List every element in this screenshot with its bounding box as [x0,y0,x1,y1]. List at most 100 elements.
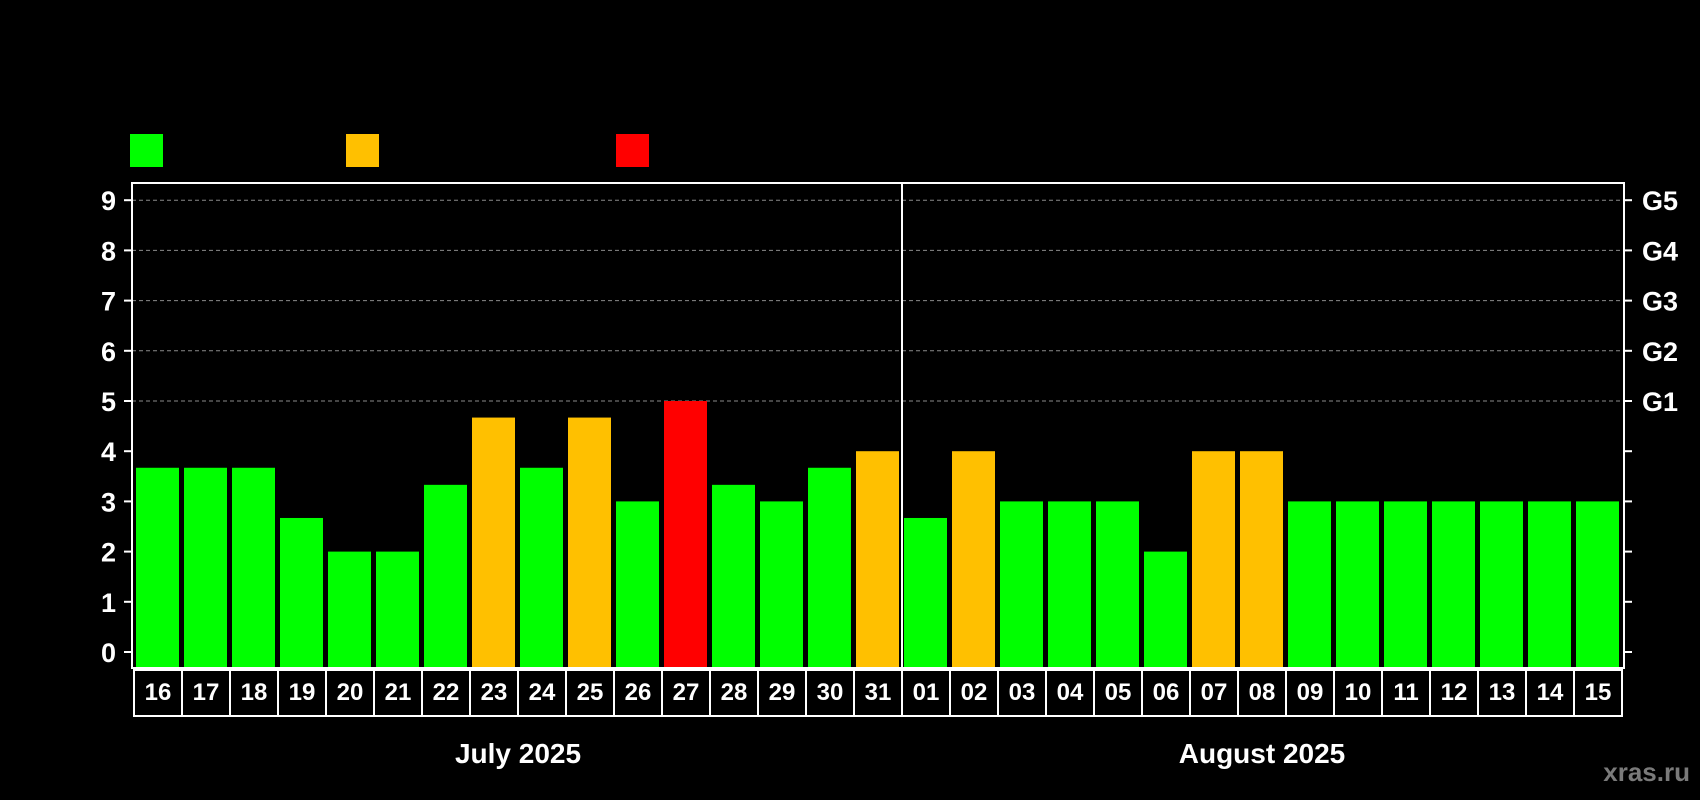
bar-23 [472,417,515,667]
storm-scale-g3: G3 — strong storm [1226,79,1452,107]
axes: 0 1 2 3 4 5 6 7 8 9 G1 G2 G3 G4 G5 [101,182,1678,669]
bar-15 [1576,501,1619,667]
bar-30 [808,467,851,667]
right-tick-label-G3: G3 [1642,287,1678,317]
bar-17 [184,467,227,667]
bar-24 [520,467,563,667]
date-label-25: 25 [577,679,604,706]
bar-09 [1288,501,1331,667]
right-tick-label-G5: G5 [1642,186,1678,216]
month-labels: July 2025 August 2025 [455,738,1345,769]
y-tick-label-3: 3 [101,487,116,517]
bars [136,401,1619,667]
date-label-03: 03 [1009,679,1036,706]
date-label-20: 20 [337,679,364,706]
bar-26 [616,501,659,667]
bar-28 [712,484,755,667]
bar-16 [136,467,179,667]
gridlines [132,199,1624,402]
y-tick-label-9: 9 [101,186,116,216]
date-label-01: 01 [913,679,940,706]
bar-13 [1480,501,1523,667]
bar-05 [1096,501,1139,667]
legend: — quiet — disturbed — geomagnetic storm [130,133,935,167]
legend-swatch-storm [616,134,649,167]
bar-04 [1048,501,1091,667]
date-label-13: 13 [1489,679,1516,706]
bar-27 [664,401,707,667]
bar-01 [904,517,947,667]
bar-22 [424,484,467,667]
date-label-15: 15 [1585,679,1612,706]
right-tick-label-G4: G4 [1642,236,1678,266]
date-label-27: 27 [673,679,700,706]
date-label-29: 29 [769,679,796,706]
watermark: xras.ru [1603,757,1690,787]
y-tick-label-2: 2 [101,538,116,568]
date-label-22: 22 [433,679,460,706]
date-label-12: 12 [1441,679,1468,706]
bar-21 [376,551,419,667]
date-label-30: 30 [817,679,844,706]
right-tick-label-G2: G2 [1642,337,1678,367]
bar-18 [232,467,275,667]
date-label-23: 23 [481,679,508,706]
date-label-26: 26 [625,679,652,706]
date-label-14: 14 [1537,679,1564,706]
date-label-09: 09 [1297,679,1324,706]
bar-12 [1432,501,1475,667]
y-tick-label-4: 4 [101,437,116,467]
date-label-07: 07 [1201,679,1228,706]
bar-19 [280,517,323,667]
date-label-31: 31 [865,679,892,706]
date-labels: 16 17 18 19 20 21 22 23 24 25 26 27 28 29 30 31 01 02 03 04… [133,669,1623,717]
bar-25 [568,417,611,667]
legend-swatch-disturbed [346,134,379,167]
date-label-02: 02 [961,679,988,706]
bar-29 [760,501,803,667]
right-tick-label-G1: G1 [1642,387,1678,417]
storm-scale-g4: G4 — severe storm [1226,111,1454,139]
legend-label-quiet: — quiet [176,133,272,163]
y-axis-label: Kp [45,413,80,443]
date-label-08: 08 [1249,679,1276,706]
legend-label-storm: — geomagnetic storm [662,133,935,163]
bar-06 [1144,551,1187,667]
plot-frame [131,182,1625,669]
y-tick-label-8: 8 [101,236,116,266]
y-tick-label-5: 5 [101,387,116,417]
date-label-05: 05 [1105,679,1132,706]
storm-scale-g1: G1 — minor storm [1226,15,1444,43]
bar-11 [1384,501,1427,667]
date-label-21: 21 [385,679,412,706]
bar-07 [1192,451,1235,667]
storm-scale-g5: G5 — extreme storm [1226,143,1471,171]
date-label-16: 16 [145,679,172,706]
date-label-19: 19 [289,679,316,706]
y-tick-label-7: 7 [101,287,116,317]
date-label-18: 18 [241,679,268,706]
y-tick-label-6: 6 [101,337,116,367]
legend-swatch-quiet [130,134,163,167]
date-row-frame [133,669,1623,717]
month-label: July 2025 [455,738,581,769]
bar-20 [328,551,371,667]
legend-label-disturbed: — disturbed [393,133,545,163]
date-label-04: 04 [1057,679,1084,706]
date-label-17: 17 [193,679,220,706]
bar-02 [952,451,995,667]
date-label-06: 06 [1153,679,1180,706]
storm-scale-g2: G2 — moderate storm [1226,47,1487,75]
bar-14 [1528,501,1571,667]
y-tick-label-0: 0 [101,638,116,668]
chart-title: Geomagnetic Forecast for a month, Chanda… [130,23,977,54]
y-tick-label-1: 1 [101,588,116,618]
bar-03 [1000,501,1043,667]
date-label-10: 10 [1345,679,1372,706]
magnetosphere-label: Magnetosphere [130,85,322,115]
date-label-28: 28 [721,679,748,706]
date-label-11: 11 [1393,679,1418,706]
bar-31 [856,451,899,667]
storm-scale-legend: G1 — minor storm G2 — moderate storm G3 … [1226,15,1487,171]
